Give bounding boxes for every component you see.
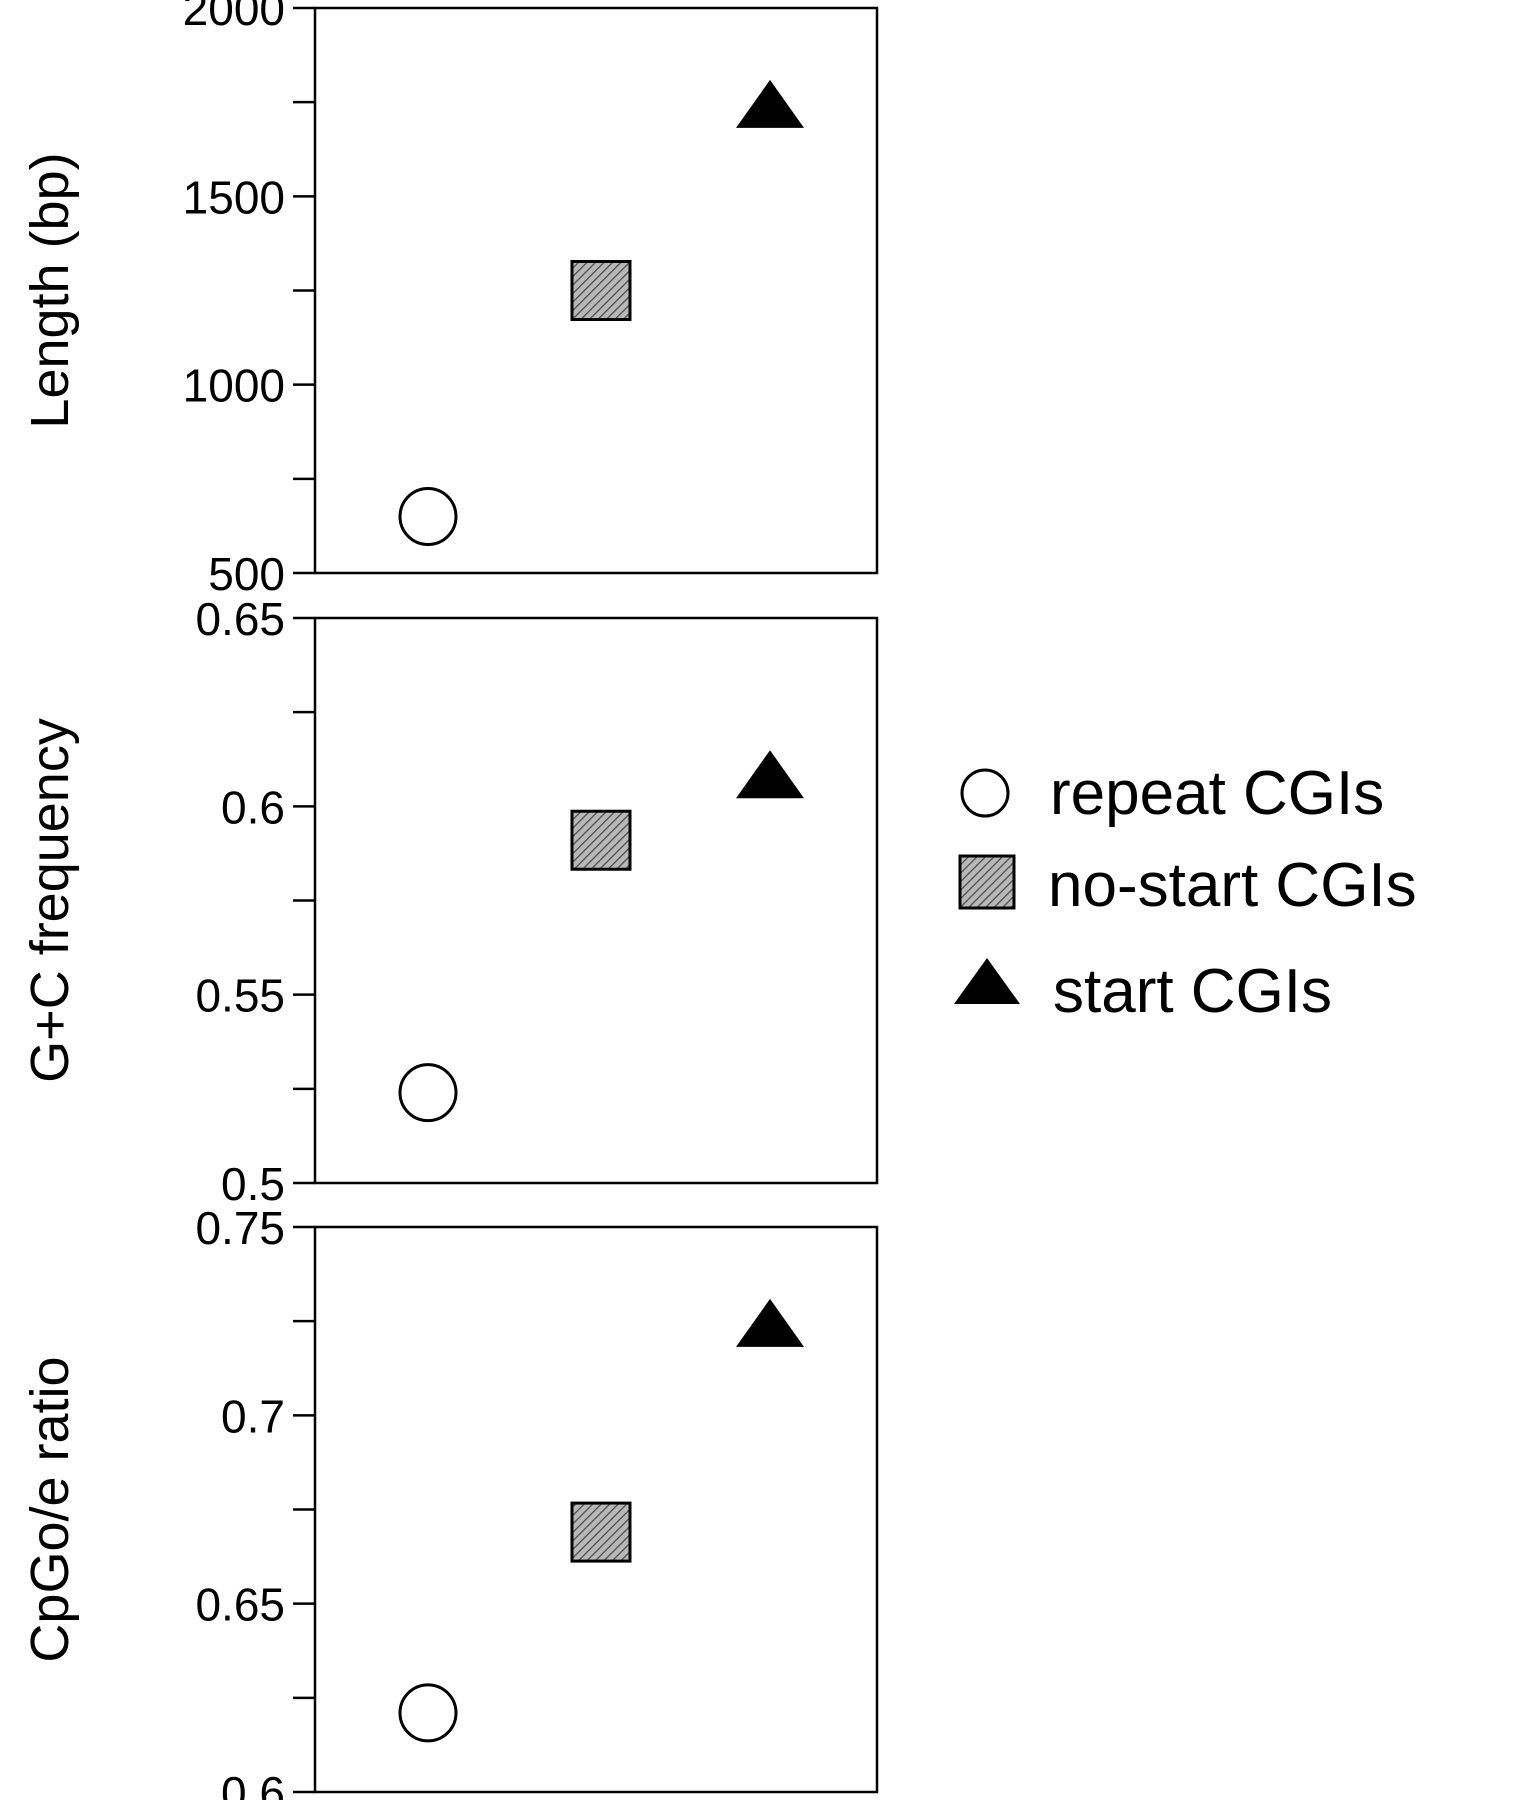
point-start-cgis <box>736 750 804 799</box>
point-start-cgis <box>736 1298 804 1347</box>
point-repeat-cgis <box>398 487 458 546</box>
y-axis-title: Length (bp) <box>20 152 80 428</box>
y-tick-label: 0.65 <box>195 1579 285 1631</box>
y-tick-label: 0.6 <box>221 1767 285 1800</box>
point-repeat-cgis <box>398 1063 458 1123</box>
legend: repeat CGIs no-start CGIs start CGIs <box>954 759 1417 1026</box>
panel-1: 500 1000 1500 2000 Length (bp) <box>20 0 879 600</box>
legend-marker-no-start-cgis <box>958 854 1016 910</box>
y-tick-label: 0.75 <box>195 1202 285 1254</box>
y-tick-label: 0.55 <box>195 970 285 1022</box>
y-tick-label: 1000 <box>183 360 285 412</box>
legend-label-repeat-cgis: repeat CGIs <box>1050 759 1384 828</box>
y-tick-label: 2000 <box>183 0 285 35</box>
legend-marker-repeat-cgis <box>960 768 1010 818</box>
point-no-start-cgis <box>570 809 632 871</box>
point-start-cgis <box>736 79 804 128</box>
point-repeat-cgis <box>398 1683 458 1743</box>
y-tick-label: 0.65 <box>195 593 285 645</box>
y-tick-label: 500 <box>208 548 285 600</box>
legend-label-start-cgis: start CGIs <box>1053 957 1332 1026</box>
y-tick-label: 1500 <box>183 171 285 223</box>
point-no-start-cgis <box>570 260 632 321</box>
y-tick-label: 0.5 <box>221 1158 285 1210</box>
y-tick-label: 0.7 <box>221 1390 285 1442</box>
y-axis-title: CpGo/e ratio <box>20 1356 80 1662</box>
panel-2: 0.5 0.55 0.6 0.65 G+C frequency <box>20 593 879 1210</box>
y-axis-title: G+C frequency <box>20 718 80 1083</box>
legend-label-no-start-cgis: no-start CGIs <box>1048 851 1417 920</box>
panel-3: 0.6 0.65 0.7 0.75 CpGo/e ratio <box>20 1202 879 1800</box>
point-no-start-cgis <box>570 1501 632 1563</box>
y-tick-label: 0.6 <box>221 781 285 833</box>
legend-marker-start-cgis <box>954 958 1020 1004</box>
